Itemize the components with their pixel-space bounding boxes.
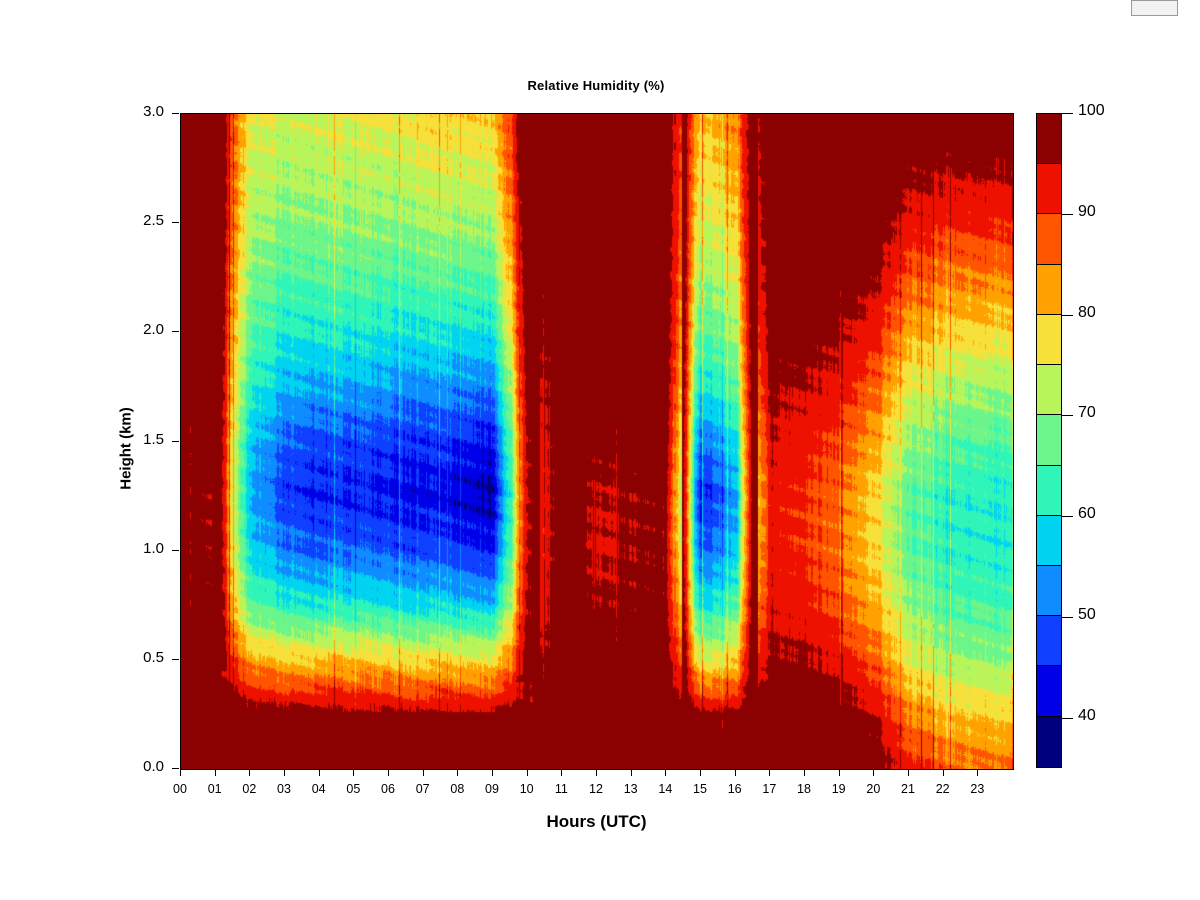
x-tick-label: 08 — [450, 782, 465, 796]
colorbar-band — [1037, 415, 1061, 466]
x-tick — [492, 769, 493, 776]
x-tick-label: 01 — [207, 782, 222, 796]
x-tick — [353, 769, 355, 776]
y-axis-title: Height (km) — [117, 407, 135, 490]
x-axis-title: Hours (UTC) — [546, 812, 647, 831]
y-tick — [172, 113, 179, 114]
colorbar-band — [1037, 114, 1061, 165]
x-tick-label: 19 — [831, 782, 846, 796]
colorbar-band — [1037, 164, 1061, 215]
x-tick-label: 13 — [623, 782, 638, 796]
x-tick — [908, 769, 909, 776]
x-tick-label: 12 — [589, 782, 603, 796]
y-tick-label: 2.0 — [143, 321, 164, 339]
x-tick — [214, 769, 216, 776]
x-tick — [249, 769, 251, 776]
chart-title: Relative Humidity (%) — [527, 78, 665, 93]
x-tick — [665, 769, 667, 776]
colorbar-band — [1037, 465, 1061, 516]
colorbar-tick-label: 100 — [1078, 102, 1105, 119]
x-tick — [526, 769, 528, 776]
x-tick — [596, 769, 597, 776]
colorbar-tick-label: 40 — [1078, 706, 1096, 724]
y-tick-label: 1.5 — [143, 430, 164, 448]
x-tick — [388, 769, 389, 776]
y-tick-label: 3.0 — [143, 103, 164, 120]
colorbar-band — [1037, 565, 1061, 617]
y-tick — [172, 658, 179, 660]
x-tick-label: 23 — [970, 782, 985, 796]
y-tick-label: 1.0 — [143, 539, 164, 557]
y-tick-label: 0.0 — [143, 758, 164, 775]
x-tick-label: 06 — [381, 782, 395, 796]
colorbar-band — [1037, 716, 1061, 767]
x-tick-label: 11 — [554, 782, 568, 796]
colorbar-tick — [1062, 616, 1073, 618]
x-tick — [457, 769, 459, 776]
x-tick-label: 00 — [173, 782, 187, 796]
x-tick — [734, 769, 736, 776]
x-tick — [977, 769, 979, 776]
x-tick-label: 07 — [415, 782, 430, 796]
x-tick-label: 16 — [727, 782, 742, 796]
x-tick — [284, 769, 285, 776]
colorbar-tick — [1062, 213, 1073, 215]
x-tick-label: 20 — [866, 782, 881, 796]
x-tick — [422, 769, 424, 776]
x-tick — [769, 769, 771, 776]
x-tick — [180, 769, 181, 776]
colorbar-band — [1037, 214, 1061, 265]
colorbar-band — [1037, 314, 1061, 366]
x-tick-label: 22 — [935, 782, 950, 796]
colorbar-tick — [1062, 415, 1073, 417]
x-tick — [561, 769, 563, 776]
x-tick-label: 04 — [311, 782, 326, 796]
x-tick-label: 14 — [658, 782, 673, 796]
colorbar-tick — [1062, 717, 1073, 719]
colorbar-band — [1037, 666, 1061, 717]
corner-artifact-box — [1131, 0, 1178, 16]
colorbar-band — [1037, 616, 1061, 667]
colorbar-band — [1037, 515, 1061, 566]
x-tick-label: 05 — [346, 782, 361, 796]
y-tick-label: 0.5 — [143, 648, 164, 666]
x-tick-label: 09 — [485, 782, 499, 796]
humidity-contour-field — [181, 114, 1013, 769]
y-tick — [172, 440, 179, 442]
x-tick-label: 18 — [797, 782, 811, 796]
colorbar-band — [1037, 264, 1061, 315]
y-tick — [172, 549, 179, 551]
colorbar-tick-label: 60 — [1078, 505, 1096, 523]
colorbar-band — [1037, 365, 1061, 416]
colorbar-tick — [1062, 113, 1073, 114]
colorbar-tick-label: 70 — [1078, 404, 1096, 422]
x-tick — [838, 769, 840, 776]
x-tick-label: 21 — [901, 782, 915, 796]
y-tick-label: 2.5 — [143, 212, 164, 230]
colorbar-tick — [1062, 314, 1073, 316]
colorbar-tick — [1062, 516, 1073, 518]
plot-area — [180, 113, 1014, 770]
colorbar: 40 50 60 70 80 90 100 — [1036, 102, 1105, 768]
x-tick-label: 03 — [277, 782, 291, 796]
colorbar-bands — [1036, 113, 1062, 768]
x-tick — [942, 769, 944, 776]
x-tick — [630, 769, 632, 776]
x-tick-label: 02 — [242, 782, 257, 796]
y-tick — [172, 768, 179, 769]
x-tick — [700, 769, 701, 776]
x-tick-label: 17 — [762, 782, 777, 796]
x-tick — [873, 769, 875, 776]
x-tick-label: 15 — [693, 782, 707, 796]
x-tick — [804, 769, 805, 776]
colorbar-tick-label: 50 — [1078, 605, 1096, 623]
x-tick — [318, 769, 320, 776]
x-tick-label: 10 — [519, 782, 534, 796]
y-tick — [172, 331, 179, 333]
colorbar-tick-label: 90 — [1078, 202, 1096, 220]
y-tick — [172, 222, 179, 224]
colorbar-tick-label: 80 — [1078, 303, 1096, 321]
